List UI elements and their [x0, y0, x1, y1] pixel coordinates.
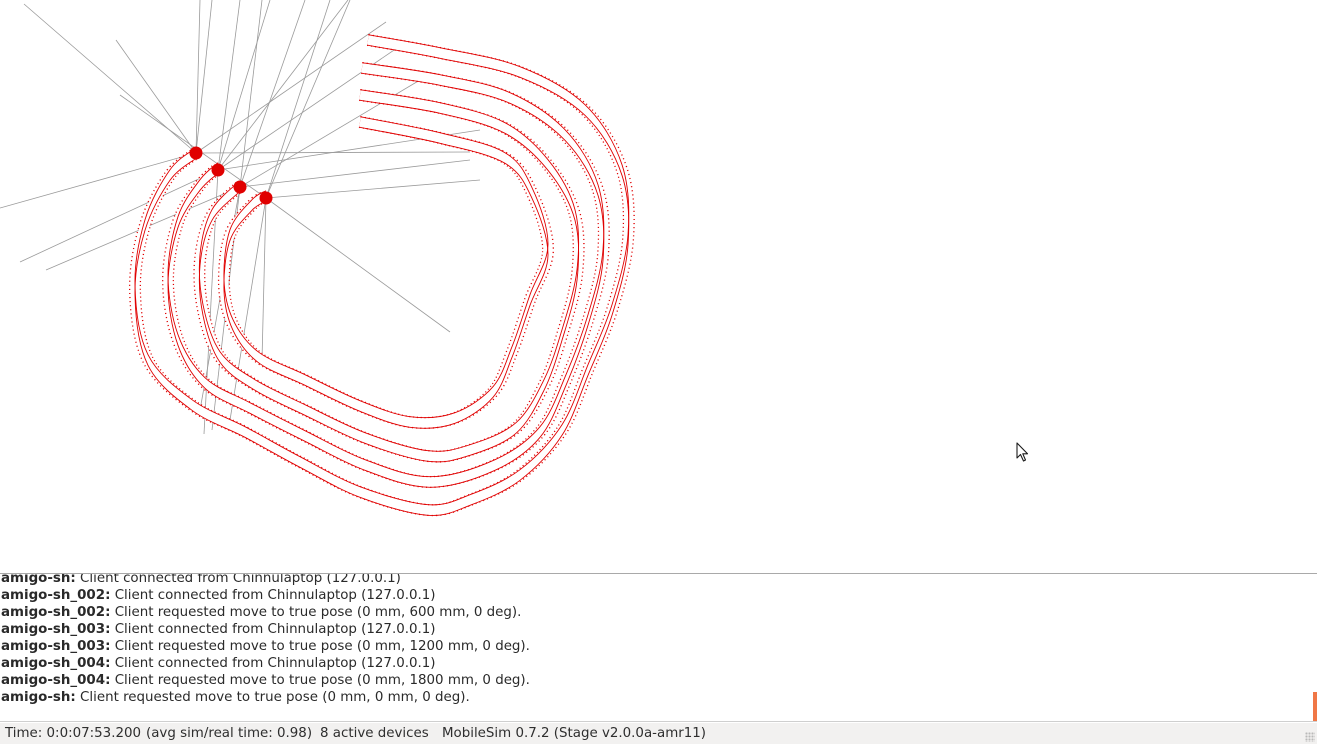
- log-line-source: amigo-sh_003:: [1, 639, 111, 654]
- robot-marker[interactable]: [189, 146, 203, 160]
- log-line: amigo-sh_004: Client requested move to t…: [1, 672, 530, 689]
- laser-beam: [265, 197, 451, 333]
- log-line-message: Client requested move to true pose (0 mm…: [114, 639, 530, 654]
- log-line-source: amigo-sh_004:: [1, 656, 111, 671]
- log-line-message: Client connected from Chinnulaptop (127.…: [114, 656, 436, 671]
- log-line: amigo-sh_002: Client requested move to t…: [1, 604, 530, 621]
- robot-trail-edge: [167, 72, 605, 488]
- log-line-message: Client connected from Chinnulaptop (127.…: [114, 622, 436, 637]
- message-log[interactable]: amigo-sh: Client connected from Chinnula…: [0, 573, 1317, 722]
- laser-beam: [239, 159, 471, 188]
- laser-beam: [195, 21, 387, 154]
- simulation-canvas[interactable]: [0, 0, 1317, 572]
- robot-body-icon[interactable]: [211, 163, 225, 177]
- log-line-source: amigo-sh_002:: [1, 605, 111, 620]
- log-scroll-indicator[interactable]: [1313, 692, 1317, 721]
- laser-beam: [261, 197, 267, 361]
- laser-beam: [265, 179, 481, 199]
- log-line-message: Client requested move to true pose (0 mm…: [80, 690, 470, 705]
- log-line-message: Client requested move to true pose (0 mm…: [114, 605, 522, 620]
- log-line-message: Client connected from Chinnulaptop (127.…: [114, 588, 436, 603]
- robot-trail-edge: [134, 44, 630, 516]
- log-line-source: amigo-sh:: [1, 690, 76, 705]
- robot-trail-gap: [194, 90, 584, 462]
- laser-beam: [239, 0, 263, 188]
- version-label: MobileSim 0.7.2 (Stage v2.0.0a-amr11): [442, 726, 707, 741]
- laser-beam: [0, 152, 197, 209]
- laser-beam: [239, 0, 306, 188]
- log-line-message: Client connected from Chinnulaptop (127.…: [80, 573, 401, 586]
- mouse-pointer-icon: [1016, 442, 1029, 462]
- robot-marker[interactable]: [211, 163, 225, 177]
- message-log-lines: amigo-sh: Client connected from Chinnula…: [1, 573, 530, 706]
- robots[interactable]: [189, 146, 273, 205]
- sim-real-ratio: (avg sim/real time: 0.98): [146, 726, 313, 741]
- log-line-source: amigo-sh_004:: [1, 673, 111, 688]
- log-line-message: Client requested move to true pose (0 mm…: [114, 673, 530, 688]
- robot-trail-edge: [134, 34, 630, 506]
- sim-time: Time: 0:0:07:53.200: [5, 726, 142, 741]
- robot-trail-gap: [130, 35, 634, 515]
- robot-body-icon[interactable]: [189, 146, 203, 160]
- status-bar: Time: 0:0:07:53.200 (avg sim/real time: …: [0, 723, 1317, 744]
- log-line-source: amigo-sh_002:: [1, 588, 111, 603]
- robot-trail-edge: [198, 89, 580, 452]
- robot-body-icon[interactable]: [259, 191, 273, 205]
- log-line: amigo-sh_004: Client connected from Chin…: [1, 655, 530, 672]
- robot-body-icon[interactable]: [233, 180, 247, 194]
- log-line: amigo-sh_003: Client requested move to t…: [1, 638, 530, 655]
- robot-marker[interactable]: [233, 180, 247, 194]
- log-line: amigo-sh: Client requested move to true …: [1, 689, 530, 706]
- robot-trail-edge: [198, 99, 580, 463]
- log-line: amigo-sh_002: Client connected from Chin…: [1, 587, 530, 604]
- active-devices-count: 8 active devices: [320, 726, 429, 741]
- robot-marker[interactable]: [259, 191, 273, 205]
- log-line: amigo-sh_003: Client connected from Chin…: [1, 621, 530, 638]
- laser-beam: [229, 197, 267, 421]
- robot-trails: [128, 34, 635, 517]
- simulation-world-svg[interactable]: [0, 0, 1317, 572]
- log-line-source: amigo-sh_003:: [1, 622, 111, 637]
- laser-beam: [265, 0, 351, 199]
- resize-grip-icon[interactable]: [1305, 732, 1315, 742]
- laser-beam: [217, 0, 241, 171]
- log-line-source: amigo-sh:: [1, 573, 76, 586]
- laser-beam: [217, 0, 349, 171]
- robot-trail-edge: [167, 62, 605, 478]
- laser-beam: [195, 0, 213, 154]
- laser-beam: [265, 0, 331, 199]
- laser-beam: [195, 0, 201, 154]
- laser-beam: [115, 39, 197, 154]
- laser-beam: [217, 0, 271, 171]
- log-line: amigo-sh: Client connected from Chinnula…: [1, 573, 530, 587]
- robot-trail-edge: [223, 126, 549, 429]
- robot-trail-footprints: [193, 89, 585, 463]
- laser-beam: [19, 169, 219, 263]
